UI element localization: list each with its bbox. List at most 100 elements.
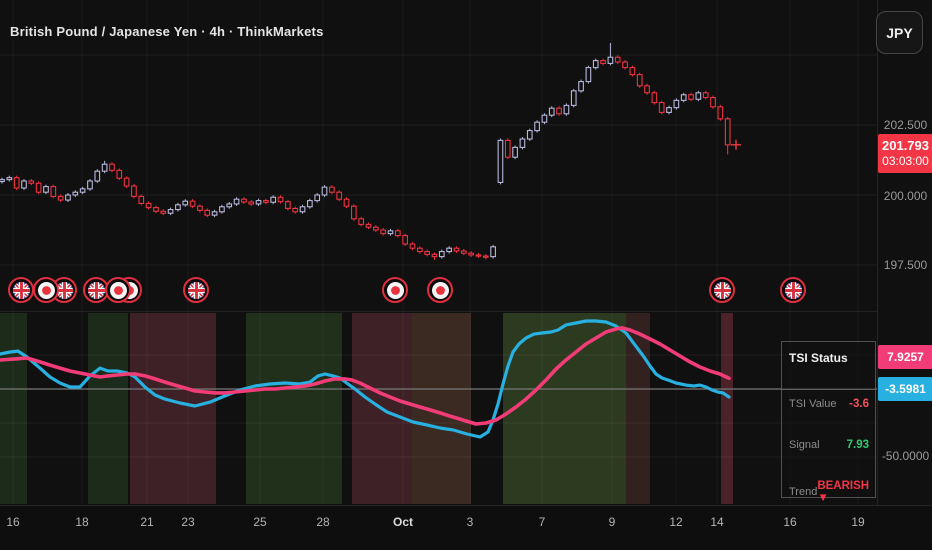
tsi-trend-band — [130, 313, 216, 504]
event-flag-jp[interactable] — [382, 277, 408, 303]
tsi-status-title: TSI Status — [789, 351, 848, 365]
event-flag-uk[interactable] — [183, 277, 209, 303]
candle-body — [43, 186, 49, 193]
candle-body — [563, 104, 570, 115]
candle-body — [497, 139, 504, 183]
candle-body — [512, 146, 518, 158]
candle-body — [153, 207, 159, 212]
candle-body — [453, 247, 460, 252]
candle-body — [241, 198, 247, 203]
candle-body — [21, 180, 27, 189]
tsi-axis-label: -50.0000 — [881, 449, 930, 463]
candle-body — [666, 107, 672, 113]
currency-button[interactable]: JPY — [876, 11, 923, 54]
candle-body — [644, 85, 650, 94]
candle-body — [321, 186, 328, 196]
uk-flag-icon — [87, 281, 105, 299]
tsi-trend-band — [246, 313, 342, 504]
time-axis-label: 7 — [538, 515, 546, 529]
candle-body — [175, 204, 181, 211]
tsi-row-label: TSI Value — [789, 398, 837, 410]
bar-countdown: 03:03:00 — [882, 154, 929, 168]
last-price-marker — [731, 139, 741, 150]
uk-flag-icon — [187, 281, 205, 299]
candle-body — [482, 255, 489, 258]
candle-body — [460, 250, 467, 254]
time-axis-label: 21 — [140, 515, 154, 529]
candle-body — [160, 210, 167, 214]
candle-body — [629, 67, 636, 76]
event-flag-uk[interactable] — [780, 277, 806, 303]
tsi-signal-line — [0, 326, 731, 426]
candle-body — [534, 121, 540, 132]
event-flag-jp[interactable] — [105, 277, 131, 303]
candle-body — [526, 130, 533, 140]
time-axis-label: 12 — [669, 515, 683, 529]
candle-body — [270, 196, 277, 203]
event-flag-uk[interactable] — [709, 277, 735, 303]
candle-body — [204, 209, 211, 216]
tsi-trend-band — [88, 313, 128, 504]
candle-body — [233, 198, 240, 205]
candle-body — [651, 92, 658, 104]
jp-flag-icon — [109, 281, 127, 299]
tsi-row-label: Signal — [789, 439, 820, 451]
tsi-trend-band — [626, 313, 650, 504]
event-flag-jp[interactable] — [33, 277, 59, 303]
time-axis-label: 19 — [851, 515, 865, 529]
candle-body — [292, 207, 299, 213]
candle-body — [123, 177, 130, 187]
candle-body — [431, 253, 438, 258]
tsi-value-tag: -3.5981 — [878, 377, 932, 401]
time-axis-label: 23 — [181, 515, 195, 529]
candle-body — [35, 182, 42, 193]
candle-body — [248, 201, 255, 205]
candle-body — [724, 118, 731, 146]
candle-body — [145, 202, 152, 209]
time-axis-label: 14 — [710, 515, 724, 529]
candle-body — [541, 114, 548, 123]
candle-body — [519, 138, 526, 148]
candle-body — [116, 169, 123, 179]
candle-body — [438, 251, 445, 258]
candle-body — [475, 254, 482, 257]
symbol-title[interactable]: British Pound / Japanese Yen · 4h · Thin… — [10, 24, 324, 39]
event-flag-uk[interactable] — [51, 277, 77, 303]
candle-body — [585, 67, 592, 83]
event-flag-jp[interactable] — [427, 277, 453, 303]
candle-body — [622, 61, 628, 69]
candle-body — [50, 186, 57, 197]
uk-flag-icon — [713, 281, 731, 299]
candle-body — [343, 198, 350, 207]
candle-body — [197, 205, 203, 211]
tsi-status-divider — [782, 389, 875, 390]
economic-events-row — [0, 277, 877, 304]
candle-body — [57, 195, 64, 201]
jp-flag-icon — [431, 281, 449, 299]
candle-body — [688, 94, 694, 100]
candle-body — [226, 203, 233, 208]
candle-body — [592, 60, 599, 69]
time-axis[interactable]: 16 18 21 23 25 28 Oct 3 7 9 12 14 16 19 — [0, 505, 932, 550]
candle-body — [0, 179, 5, 183]
candle-body — [350, 205, 357, 220]
tsi-status-row: Trend BEARISH ▼ — [789, 480, 869, 504]
price-axis-label: 202.500 — [883, 118, 928, 132]
price-axis[interactable]: 202.500 200.000 197.500 -50.0000 201.793 03:0… — [877, 0, 932, 505]
candle-body — [65, 194, 71, 201]
candle-body — [307, 200, 313, 208]
candle-body — [416, 247, 423, 253]
candle-body — [614, 56, 621, 63]
jp-flag-icon — [386, 281, 404, 299]
candle-body — [556, 107, 562, 115]
event-flag-uk[interactable] — [8, 277, 34, 303]
time-axis-label: 16 — [6, 515, 20, 529]
tsi-row-value: BEARISH ▼ — [817, 480, 870, 504]
candle-body — [490, 246, 496, 258]
candle-body — [380, 229, 387, 235]
tsi-trend-band — [503, 313, 626, 504]
tsi-status-row: TSI Value -3.6 — [789, 398, 869, 410]
candle-body — [211, 211, 218, 216]
